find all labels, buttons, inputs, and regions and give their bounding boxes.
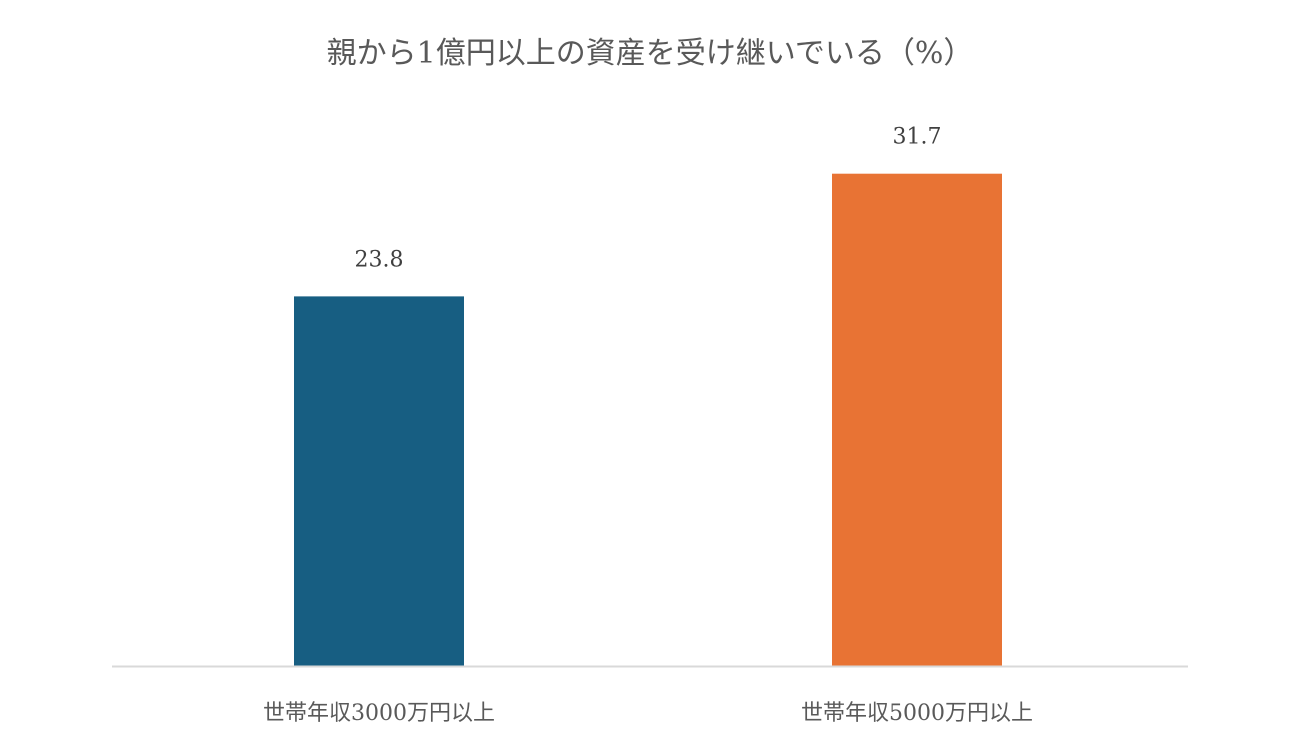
bar	[294, 296, 464, 666]
bar	[832, 173, 1002, 666]
data-label: 23.8	[355, 247, 404, 272]
data-label: 31.7	[893, 125, 942, 150]
category-label: 世帯年収3000万円以上	[263, 701, 495, 726]
category-label: 世帯年収5000万円以上	[801, 701, 1033, 726]
chart-title: 親から1億円以上の資産を受け継いでいる（%）	[326, 36, 974, 71]
